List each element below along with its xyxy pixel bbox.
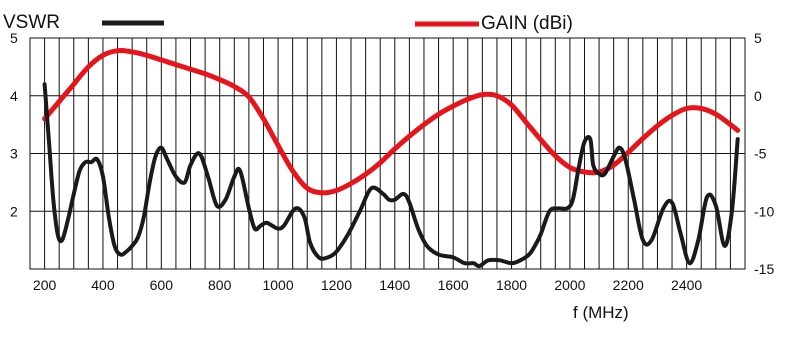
x-tick-label: 2400 [671,277,702,293]
legend-label-gain: GAIN (dBi) [481,13,573,34]
axes: 200 400 600 800 1000 1200 1400 1600 1800 2000 2200… [10,30,774,293]
x-tick-label: 1600 [438,277,469,293]
y-left-tick-label: 4 [10,88,18,104]
x-tick-label: 2000 [554,277,585,293]
x-tick-label: 800 [208,277,232,293]
y-left-tick-label: 5 [10,30,18,46]
series-lines [42,48,741,269]
x-tick-label: 2200 [613,277,644,293]
x-tick-label: 200 [33,277,57,293]
series-line-gain [42,48,741,196]
x-axis-label: f (MHz) [573,303,629,322]
plot-frame [29,37,746,270]
x-tick-label: 600 [150,277,174,293]
y-right-tick-label: -5 [754,146,767,162]
y-left-tick-label: 3 [10,146,18,162]
y-right-tick-label: -10 [754,203,774,219]
y-right-tick-label: -15 [754,261,774,277]
x-tick-label: 400 [91,277,115,293]
grid [29,37,746,270]
series-line-vswr [42,82,740,269]
y-right-tick-label: 5 [754,30,762,46]
legend: VSWR GAIN (dBi) [3,12,573,34]
x-tick-label: 1200 [321,277,352,293]
y-left-tick-label: 2 [10,203,18,219]
legend-label-vswr: VSWR [3,12,60,33]
x-tick-label: 1800 [496,277,527,293]
x-tick-label: 1000 [262,277,293,293]
x-tick-label: 1400 [379,277,410,293]
y-right-tick-label: 0 [754,88,762,104]
